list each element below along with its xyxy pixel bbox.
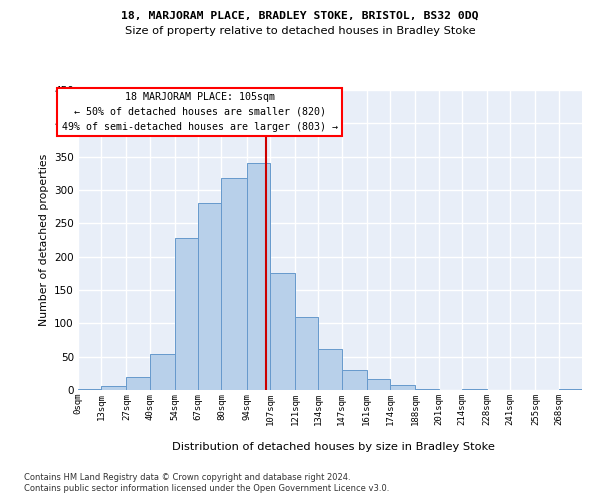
Text: Size of property relative to detached houses in Bradley Stoke: Size of property relative to detached ho… [125,26,475,36]
Bar [175,238,198,390]
Bar [319,350,341,390]
Bar [221,178,247,390]
Text: Contains HM Land Registry data © Crown copyright and database right 2024.: Contains HM Land Registry data © Crown c… [24,472,350,482]
Bar [150,354,175,390]
Bar [341,370,367,390]
Text: Contains public sector information licensed under the Open Government Licence v3: Contains public sector information licen… [24,484,389,493]
Bar [295,316,319,390]
Bar [247,164,270,390]
Y-axis label: Number of detached properties: Number of detached properties [38,154,49,326]
Bar [390,386,415,390]
Bar [270,272,295,390]
Text: 18, MARJORAM PLACE, BRADLEY STOKE, BRISTOL, BS32 0DQ: 18, MARJORAM PLACE, BRADLEY STOKE, BRIST… [121,11,479,21]
Bar [127,376,150,390]
Bar [198,204,221,390]
Bar [78,388,101,390]
Bar [415,388,439,390]
Bar [367,378,390,390]
Text: 18 MARJORAM PLACE: 105sqm
← 50% of detached houses are smaller (820)
49% of semi: 18 MARJORAM PLACE: 105sqm ← 50% of detac… [62,92,338,132]
Bar [101,386,127,390]
Text: Distribution of detached houses by size in Bradley Stoke: Distribution of detached houses by size … [172,442,494,452]
